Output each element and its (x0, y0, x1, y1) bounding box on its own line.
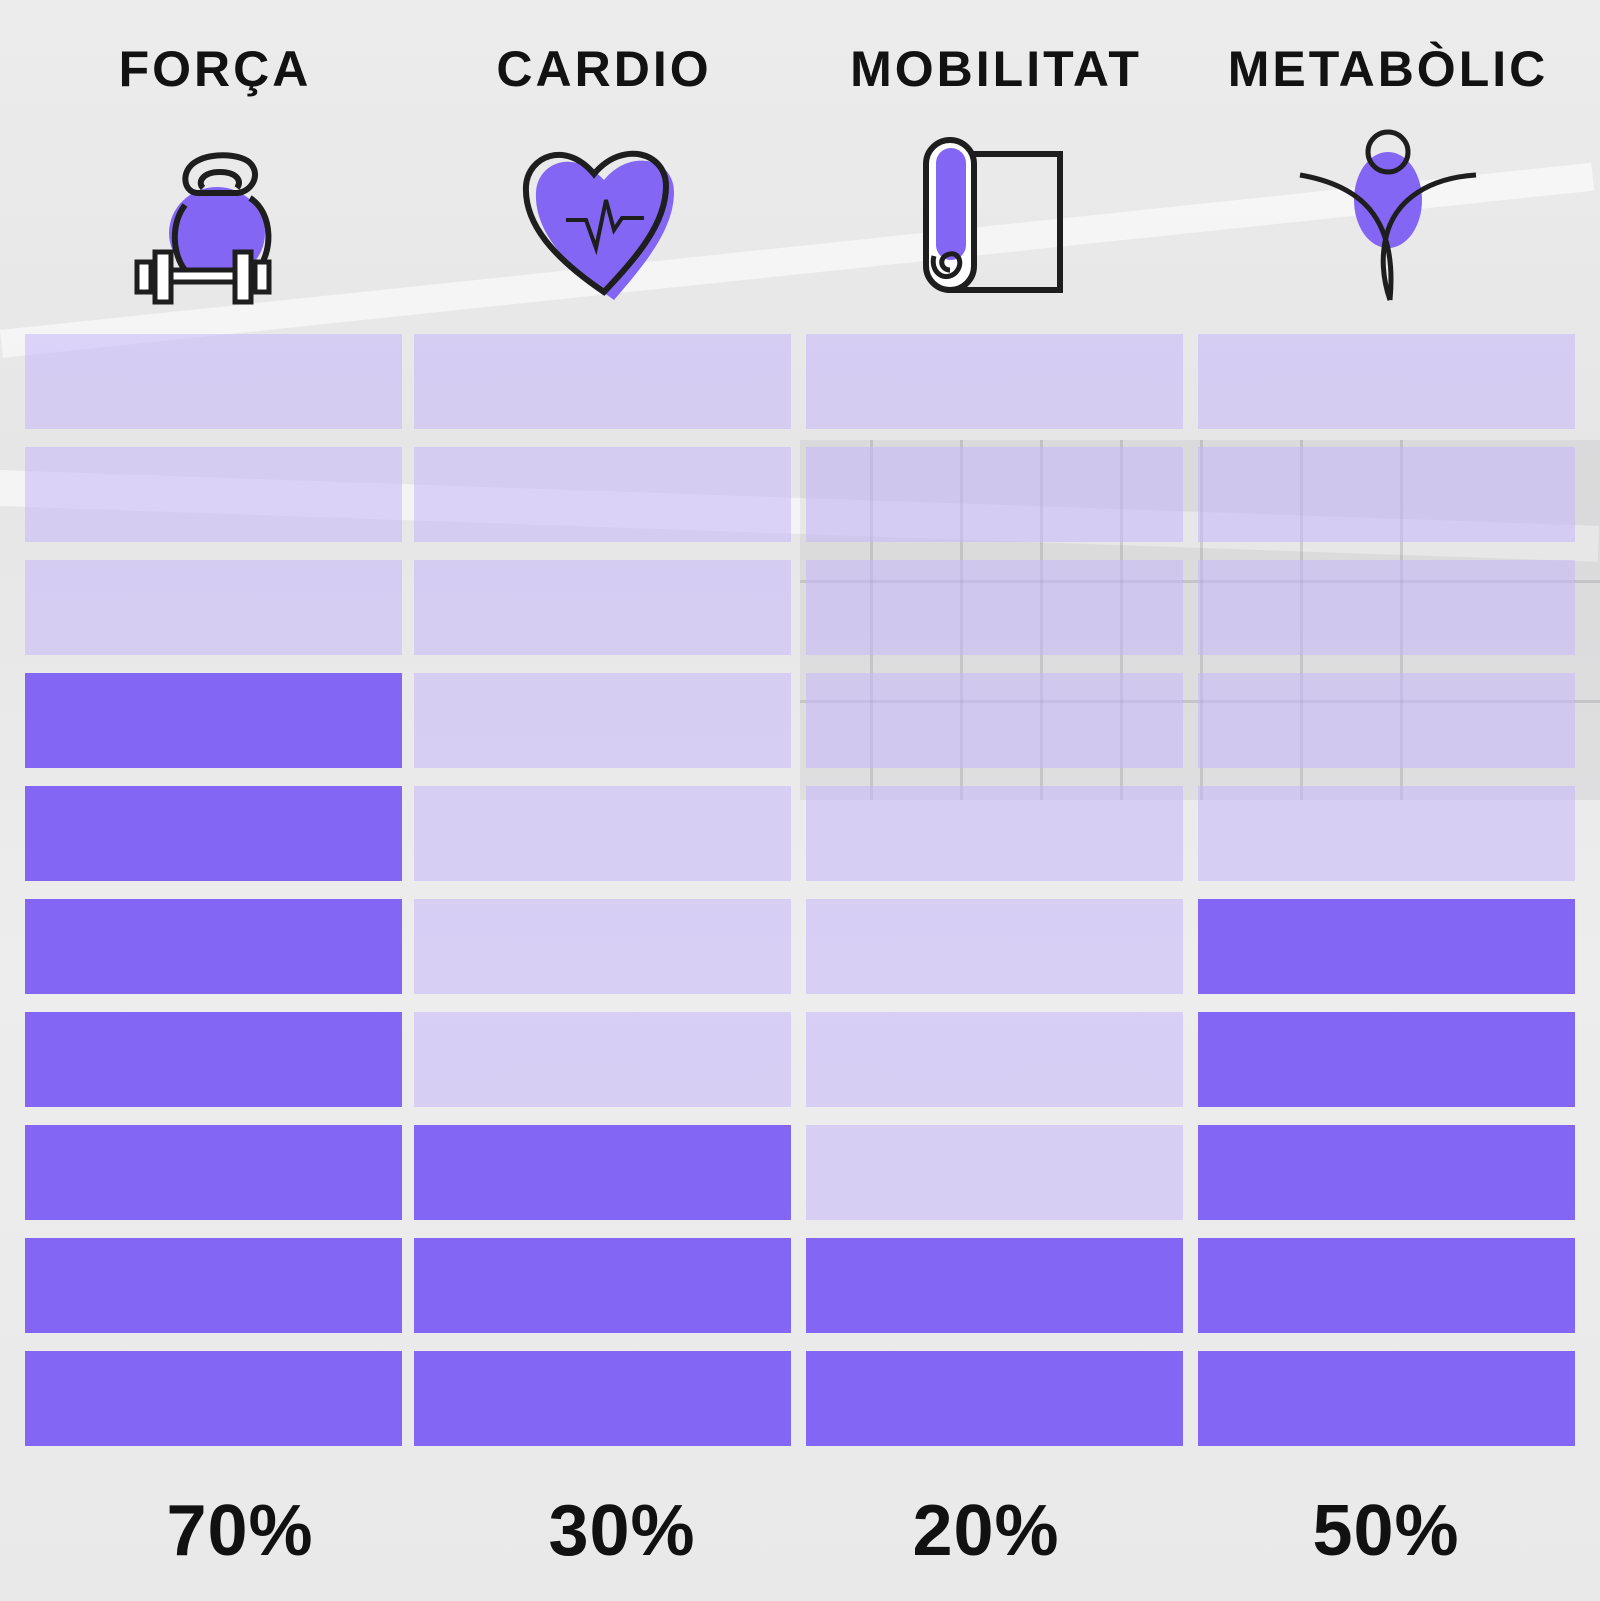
bar-segment-cardio-9-empty (414, 447, 791, 542)
bar-segment-cardio-5-empty (414, 899, 791, 994)
bar-segment-cardio-1-filled (414, 1351, 791, 1446)
value-label-forca: 70% (166, 1491, 314, 1571)
bar-segment-mobilitat-5-empty (806, 899, 1183, 994)
bar-segment-metabolic-6-empty (1198, 786, 1575, 881)
bar-segment-metabolic-10-empty (1198, 334, 1575, 429)
bar-segment-mobilitat-9-empty (806, 447, 1183, 542)
bar-segment-cardio-7-empty (414, 673, 791, 768)
bar-segment-mobilitat-7-empty (806, 673, 1183, 768)
bar-segment-metabolic-9-empty (1198, 447, 1575, 542)
bar-segment-forca-5-filled (25, 899, 402, 994)
heart-pulse-icon (414, 130, 794, 310)
bar-segment-cardio-3-filled (414, 1125, 791, 1220)
value-label-metabolic: 50% (1312, 1491, 1460, 1571)
jumping-figure-icon (1198, 129, 1578, 310)
value-label-mobilitat: 20% (912, 1491, 1060, 1571)
bar-segment-forca-2-filled (25, 1238, 402, 1333)
category-label-forca: FORÇA (118, 41, 312, 97)
bar-segment-metabolic-8-empty (1198, 560, 1575, 655)
category-label-cardio: CARDIO (496, 41, 712, 97)
kettlebell-dumbbell-icon (25, 130, 405, 310)
bar-segment-forca-1-filled (25, 1351, 402, 1446)
bar-segment-mobilitat-6-empty (806, 786, 1183, 881)
bar-segment-metabolic-2-filled (1198, 1238, 1575, 1333)
bar-segment-forca-3-filled (25, 1125, 402, 1220)
bar-segment-forca-10-empty (25, 334, 402, 429)
bar-segment-forca-9-empty (25, 447, 402, 542)
bar-segment-mobilitat-4-empty (806, 1012, 1183, 1107)
bar-segment-metabolic-5-filled (1198, 899, 1575, 994)
bar-segment-forca-6-filled (25, 786, 402, 881)
value-label-cardio: 30% (548, 1491, 696, 1571)
bar-segment-cardio-4-empty (414, 1012, 791, 1107)
bar-segment-mobilitat-10-empty (806, 334, 1183, 429)
bar-segment-metabolic-4-filled (1198, 1012, 1575, 1107)
bar-segment-cardio-10-empty (414, 334, 791, 429)
bar-segment-forca-8-empty (25, 560, 402, 655)
bar-segment-metabolic-1-filled (1198, 1351, 1575, 1446)
bar-segment-metabolic-7-empty (1198, 673, 1575, 768)
bar-segment-cardio-8-empty (414, 560, 791, 655)
category-label-mobilitat: MOBILITAT (850, 41, 1142, 97)
bar-segment-mobilitat-1-filled (806, 1351, 1183, 1446)
bar-segment-mobilitat-2-filled (806, 1238, 1183, 1333)
bar-segment-mobilitat-3-empty (806, 1125, 1183, 1220)
bar-segment-cardio-6-empty (414, 786, 791, 881)
bar-segment-forca-4-filled (25, 1012, 402, 1107)
bar-segment-forca-7-filled (25, 673, 402, 768)
bar-segment-mobilitat-8-empty (806, 560, 1183, 655)
bar-segment-cardio-2-filled (414, 1238, 791, 1333)
category-label-metabolic: METABÒLIC (1227, 41, 1549, 97)
bar-segment-metabolic-3-filled (1198, 1125, 1575, 1220)
yoga-mat-icon (806, 130, 1186, 310)
